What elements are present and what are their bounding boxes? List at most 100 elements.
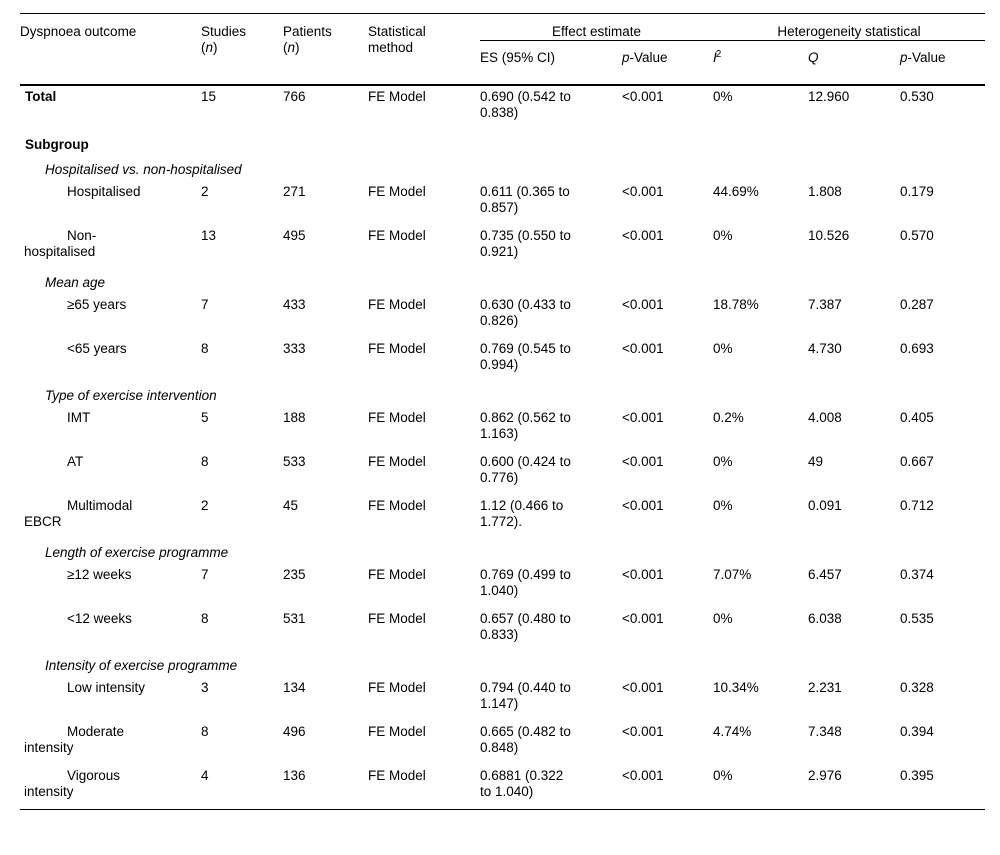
cell-method: FE Model [368, 184, 426, 199]
cell-studies: 4 [201, 768, 209, 783]
cell-es: 0.794 (0.440 to 1.147) [480, 680, 571, 711]
cell-label: ≥65 years [67, 297, 127, 312]
cell-pq: 0.570 [900, 228, 934, 243]
cell-method: FE Model [368, 680, 426, 695]
section-row: Hospitalised vs. non-hospitalised [20, 156, 985, 181]
cell-pq: 0.287 [900, 297, 934, 312]
cell-p: <0.001 [622, 410, 664, 425]
cell-pq: 0.374 [900, 567, 934, 582]
group-header-heterogeneity: Heterogeneity statistical [713, 13, 986, 41]
cell-studies: 5 [201, 410, 209, 425]
cell-studies: 13 [201, 228, 217, 243]
cell-studies: 8 [201, 341, 209, 356]
cell-method: FE Model [368, 611, 426, 626]
table-row: IMT 5 188 FE Model 0.862 (0.562 to 1.163) <0.… [20, 407, 985, 451]
cell-patients: 333 [283, 341, 306, 356]
col-header-i-squared: I2 [713, 40, 809, 86]
cell-q: 12.960 [808, 89, 850, 104]
table-row: <12 weeks 8 531 FE Model 0.657 (0.480 to 0.8… [20, 608, 985, 652]
cell-q: 6.038 [808, 611, 842, 626]
col-header-outcome: Dyspnoea outcome [20, 13, 201, 86]
cell-es: 0.735 (0.550 to 0.921) [480, 228, 571, 259]
total-row: Total 15 766 FE Model 0.690 (0.542 to 0.838)… [20, 85, 985, 133]
cell-es: 0.600 (0.424 to 0.776) [480, 454, 571, 485]
cell-i2: 7.07% [713, 567, 752, 582]
table-row: Hospitalised 2 271 FE Model 0.611 (0.365 to … [20, 181, 985, 225]
cell-label: Non-hospitalised [24, 228, 97, 259]
cell-i2: 0% [713, 341, 733, 356]
cell-i2: 0% [713, 89, 733, 104]
cell-studies: 7 [201, 567, 209, 582]
table-row: <65 years 8 333 FE Model 0.769 (0.545 to 0.9… [20, 338, 985, 382]
cell-p: <0.001 [622, 89, 664, 104]
cell-method: FE Model [368, 567, 426, 582]
cell-method: FE Model [368, 341, 426, 356]
cell-q: 1.808 [808, 184, 842, 199]
table-row: ≥65 years 7 433 FE Model 0.630 (0.433 to 0.8… [20, 294, 985, 338]
studies-unit: (n) [201, 40, 218, 55]
cell-method: FE Model [368, 454, 426, 469]
cell-es: 0.630 (0.433 to 0.826) [480, 297, 571, 328]
table-row: ≥12 weeks 7 235 FE Model 0.769 (0.499 to 1.0… [20, 564, 985, 608]
cell-pq: 0.395 [900, 768, 934, 783]
cell-p: <0.001 [622, 724, 664, 739]
cell-q: 7.387 [808, 297, 842, 312]
section-label: Mean age [45, 275, 106, 290]
cell-pq: 0.535 [900, 611, 934, 626]
cell-i2: 44.69% [713, 184, 759, 199]
cell-q: 4.730 [808, 341, 842, 356]
table-row: Multimodal EBCR 2 45 FE Model 1.12 (0.466 to… [20, 495, 985, 539]
cell-method: FE Model [368, 768, 426, 783]
section-row: Type of exercise intervention [20, 382, 985, 407]
cell-i2: 0.2% [713, 410, 744, 425]
col-header-patients: Patients (n) [283, 13, 368, 86]
table-row: Vigorous intensity 4 136 FE Model 0.6881 (0.… [20, 765, 985, 810]
col-header-q: Q [808, 40, 901, 86]
cell-label: Low intensity [67, 680, 146, 695]
cell-patients: 45 [283, 498, 299, 513]
meta-analysis-table: Dyspnoea outcome Studies (n) Patients (n) … [20, 13, 986, 810]
cell-method: FE Model [368, 410, 426, 425]
cell-pq: 0.179 [900, 184, 934, 199]
cell-pq: 0.712 [900, 498, 934, 513]
section-row: Length of exercise programme [20, 539, 985, 564]
patients-unit: (n) [283, 40, 300, 55]
cell-label: Total [25, 89, 57, 104]
cell-studies: 3 [201, 680, 209, 695]
cell-patients: 533 [283, 454, 306, 469]
cell-label: Vigorous intensity [24, 768, 121, 799]
cell-i2: 0% [713, 498, 733, 513]
section-row: Intensity of exercise programme [20, 652, 985, 677]
cell-label: <12 weeks [67, 611, 132, 626]
cell-patients: 235 [283, 567, 306, 582]
cell-label: Hospitalised [67, 184, 141, 199]
cell-i2: 10.34% [713, 680, 759, 695]
cell-method: FE Model [368, 724, 426, 739]
group-label: Subgroup [25, 137, 89, 152]
cell-patients: 134 [283, 680, 306, 695]
cell-es: 0.862 (0.562 to 1.163) [480, 410, 571, 441]
cell-i2: 0% [713, 611, 733, 626]
cell-patients: 495 [283, 228, 306, 243]
cell-q: 2.231 [808, 680, 842, 695]
cell-p: <0.001 [622, 680, 664, 695]
cell-es: 0.690 (0.542 to 0.838) [480, 89, 571, 120]
cell-p: <0.001 [622, 611, 664, 626]
cell-patients: 531 [283, 611, 306, 626]
col-header-method: Statistical method [368, 13, 480, 86]
cell-label: Moderate intensity [24, 724, 125, 755]
cell-q: 4.008 [808, 410, 842, 425]
cell-p: <0.001 [622, 567, 664, 582]
cell-method: FE Model [368, 89, 426, 104]
header-row-sub: ES (95% CI) p-Value I2 Q p-Value [20, 40, 986, 86]
cell-patients: 433 [283, 297, 306, 312]
col-header-pvalue-effect: p-Value [622, 40, 714, 86]
cell-i2: 0% [713, 228, 733, 243]
cell-p: <0.001 [622, 341, 664, 356]
cell-p: <0.001 [622, 228, 664, 243]
cell-p: <0.001 [622, 184, 664, 199]
cell-patients: 496 [283, 724, 306, 739]
section-label: Intensity of exercise programme [45, 658, 238, 673]
table-body: Total 15 766 FE Model 0.690 (0.542 to 0.838)… [20, 85, 985, 810]
cell-p: <0.001 [622, 768, 664, 783]
